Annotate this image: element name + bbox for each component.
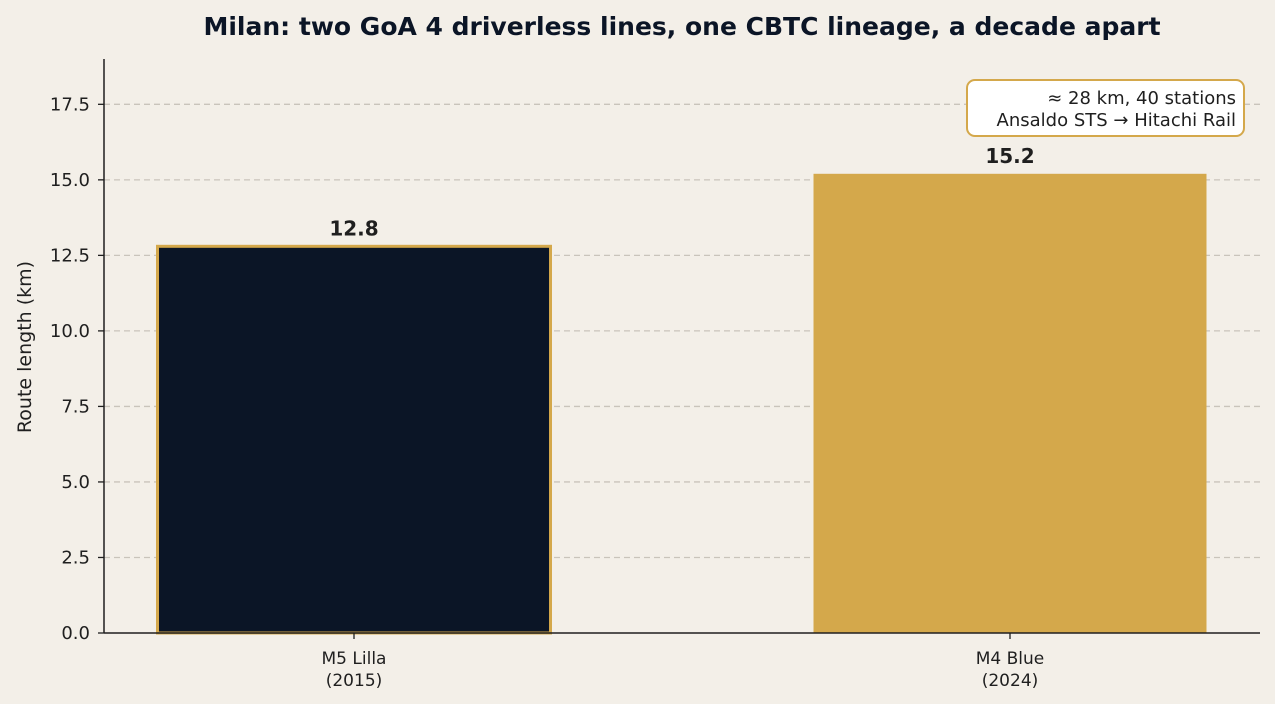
bar <box>156 244 552 635</box>
y-tick-label: 2.5 <box>61 547 90 568</box>
x-axis-ticks: M5 Lilla(2015) M4 Blue(2024) <box>322 633 1045 691</box>
y-axis-ticks: 0.0 2.5 5.0 7.5 10.0 12.5 15.0 17.5 <box>50 94 104 644</box>
x-tick-label: M4 Blue <box>976 649 1045 669</box>
chart-title: Milan: two GoA 4 driverless lines, one C… <box>203 12 1160 41</box>
y-tick-label: 0.0 <box>61 623 90 644</box>
bar-value-label: 12.8 <box>329 216 378 240</box>
x-tick-label: M5 Lilla <box>322 649 387 669</box>
bar <box>813 173 1207 634</box>
y-tick-label: 7.5 <box>61 396 90 417</box>
y-tick-label: 17.5 <box>50 94 90 115</box>
bar-value-label: 15.2 <box>985 144 1034 168</box>
x-tick-label: (2024) <box>982 671 1039 691</box>
y-tick-label: 10.0 <box>50 321 90 342</box>
x-tick-label: (2015) <box>326 671 383 691</box>
value-labels: 12.8 15.2 <box>329 144 1034 241</box>
bars <box>156 173 1207 635</box>
annotation-line-1: ≈ 28 km, 40 stations <box>1047 88 1236 109</box>
annotation-box: ≈ 28 km, 40 stations Ansaldo STS → Hitac… <box>966 79 1245 137</box>
y-tick-label: 15.0 <box>50 170 90 191</box>
annotation-line-2: Ansaldo STS → Hitachi Rail <box>997 110 1236 131</box>
annotation-frame <box>966 79 1245 137</box>
y-tick-label: 5.0 <box>61 472 90 493</box>
y-tick-label: 12.5 <box>50 245 90 266</box>
y-axis-label: Route length (km) <box>14 261 36 433</box>
